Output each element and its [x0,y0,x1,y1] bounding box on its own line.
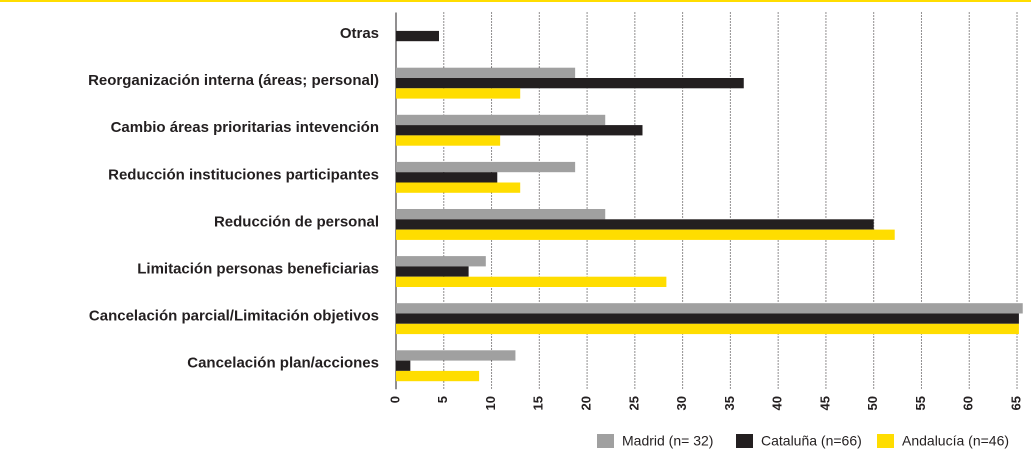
bar [396,114,606,126]
bar [396,172,498,183]
bar [396,229,895,240]
top-rule [0,0,1031,2]
category-label: Reducción instituciones participantes [108,166,379,183]
legend-swatch [877,434,894,448]
x-tick-label: 15 [531,396,546,410]
bar [396,313,1019,324]
x-tick-label: 45 [817,396,832,410]
bar [396,78,744,89]
category-label: Cancelación parcial/Limitación objetivos [89,308,379,325]
x-tick-label: 30 [674,396,689,410]
legend-swatch [736,434,753,448]
bar [396,67,576,78]
x-tick-label: 50 [865,396,880,410]
bar [396,256,486,267]
category-label: Reducción de personal [214,213,379,230]
bar [396,135,501,146]
category-label: Otras [340,25,379,42]
bar [396,350,516,361]
x-tick-label: 55 [913,396,928,410]
category-label: Reorganización interna (áreas; personal) [88,72,379,89]
x-tick-label: 25 [626,396,641,410]
x-tick-label: 0 [387,396,402,403]
x-tick-label: 10 [483,396,498,410]
legend-label: Cataluña (n=66) [761,433,862,449]
bar [396,209,606,220]
bar [396,303,1023,314]
legend-label: Andalucía (n=46) [902,433,1009,449]
category-label: Cancelación plan/acciones [187,355,379,372]
bar [396,360,411,371]
legend-swatch [597,434,614,448]
category-label: Limitación personas beneficiarias [137,261,379,278]
bar [396,276,667,287]
x-tick-label: 5 [435,396,450,403]
bar [396,323,1019,335]
x-tick-label: 65 [1008,396,1023,410]
x-tick-label: 40 [770,396,785,410]
bar [396,370,480,382]
bar [396,30,439,42]
bar [396,219,874,230]
x-tick-label: 35 [722,396,737,410]
legend-label: Madrid (n= 32) [622,433,713,449]
bar [396,125,643,136]
bar [396,182,521,193]
bar [396,161,576,173]
category-label: Cambio áreas prioritarias intevención [111,119,379,136]
x-tick-label: 20 [579,396,594,410]
bar [396,266,469,277]
bar [396,88,521,99]
x-tick-label: 60 [961,396,976,410]
